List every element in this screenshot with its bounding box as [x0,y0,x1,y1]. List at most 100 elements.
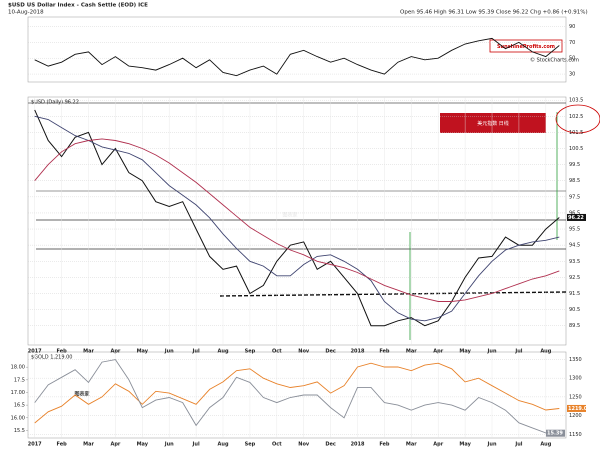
x-tick-label: Jun [487,442,497,448]
brand-box [489,39,563,53]
x-tick-label: Apr [110,442,120,448]
y2-tick-label: 17.5 [14,377,25,383]
y-tick-label: 90.5 [569,307,580,313]
last-value-label: 1219.00 [568,406,591,412]
x-tick-label: Feb [379,442,390,448]
x-tick-label: Mar [406,442,417,448]
y-tick-label: 97.5 [569,194,580,200]
x-tick-label: Mar [83,442,94,448]
y-tick-label: 99.5 [569,162,580,168]
x-tick-label: May [137,442,149,448]
y-tick-label: 70 [569,40,575,46]
x-tick-label: May [459,442,471,448]
dashed-support [219,291,567,297]
y-tick-label: 95.5 [569,227,580,233]
rsi-frame [27,16,567,83]
x-tick-label: Jun [487,349,497,355]
series-line [34,115,560,322]
copyright: © StockCharts.com [530,57,579,64]
y-tick-label: 1200 [569,413,582,419]
x-tick-label: Aug [218,349,229,355]
last-value-label: 15.39 [547,431,563,437]
y-tick-label: 102.5 [569,114,583,120]
last-value-box [546,429,565,437]
y-tick-label: 1250 [569,394,582,400]
bottom-frame [27,351,567,439]
y-tick-label: 1150 [569,432,582,438]
x-tick-label: Jul [514,349,522,355]
annotation: 美元指数 日线 [477,120,509,127]
x-tick-label: Jun [164,442,174,448]
x-tick-label: Apr [433,442,443,448]
y-tick-label: 89.5 [569,323,580,329]
x-tick-label: Nov [298,349,310,355]
y2-tick-label: 16.5 [14,403,25,409]
series-line [34,359,560,434]
y-tick-label: 30 [569,72,575,78]
support-lines [28,102,600,340]
x-tick-label: Dec [325,442,336,448]
x-tick-label: Aug [218,442,229,448]
x-tick-label: Jul [192,349,200,355]
x-tick-label: Feb [57,442,68,448]
y2-tick-label: 15.5 [14,428,25,434]
y-tick-label: 96.5 [569,210,580,216]
x-tick-label: Sep [245,442,256,448]
last-value-box [567,404,586,412]
x-tick-label: Apr [110,349,120,355]
x-tick-label: Apr [433,349,443,355]
x-tick-label: Feb [379,349,390,355]
symbol: $USD US Dollar Index - Cash Settle (EOD)… [8,3,148,9]
x-tick-label: May [459,349,471,355]
panel-title: $GOLD 1,219.00 [31,355,72,361]
watermark: 图表家 [282,212,298,219]
series-line [34,138,560,302]
y-tick-label: 103.5 [569,98,583,104]
panel-title: $USD (Daily) 96.22 [31,100,79,106]
main-frame [27,96,567,346]
y-tick-label: 98.5 [569,178,580,184]
y-tick-label: 92.5 [569,275,580,281]
x-tick-label: Sep [245,349,256,355]
x-tick-label: Aug [540,442,551,448]
y-tick-label: 1350 [569,357,582,363]
y-tick-label: 91.5 [569,291,580,297]
x-tick-label: May [137,349,149,355]
x-tick-label: Feb [57,349,68,355]
y-tick-label: 50 [569,56,575,62]
x-tick-label: Jun [164,349,174,355]
x-tick-label: 2018 [351,442,365,448]
x-tick-label: 2017 [28,442,42,448]
x-tick-label: Oct [272,349,282,355]
x-tick-label: Dec [325,349,336,355]
y2-tick-label: 18.00 [11,365,25,371]
series-line [34,37,560,77]
quote: Open 95.46 High 96.31 Low 95.39 Close 96… [400,10,588,16]
x-tick-label: 2017 [28,349,42,355]
x-tick-label: 2018 [351,349,365,355]
x-tick-label: Mar [406,349,417,355]
x-tick-label: Oct [272,442,282,448]
y-tick-label: 100.5 [569,146,583,152]
y-tick-label: 94.5 [569,243,580,249]
series-line [34,362,560,424]
highlight [555,104,600,134]
y2-tick-label: 17.00 [11,390,25,396]
x-tick-label: Nov [298,442,310,448]
y-tick-label: 1300 [569,376,582,382]
y2-tick-label: 16.00 [11,415,25,421]
y-tick-label: 90 [569,24,575,30]
x-tick-label: Jul [192,442,200,448]
last-value-box [567,213,586,221]
y-tick-label: 101.5 [569,130,583,136]
x-tick-label: Aug [540,349,551,355]
y-tick-label: 93.5 [569,259,580,265]
x-tick-label: Jul [514,442,522,448]
date: 10-Aug-2018 [8,10,44,16]
last-value-label: 96.22 [568,215,584,221]
annotation-box [440,113,546,133]
series-line [34,109,560,327]
watermark-small: 图表家 [74,391,90,398]
x-tick-label: Mar [83,349,94,355]
